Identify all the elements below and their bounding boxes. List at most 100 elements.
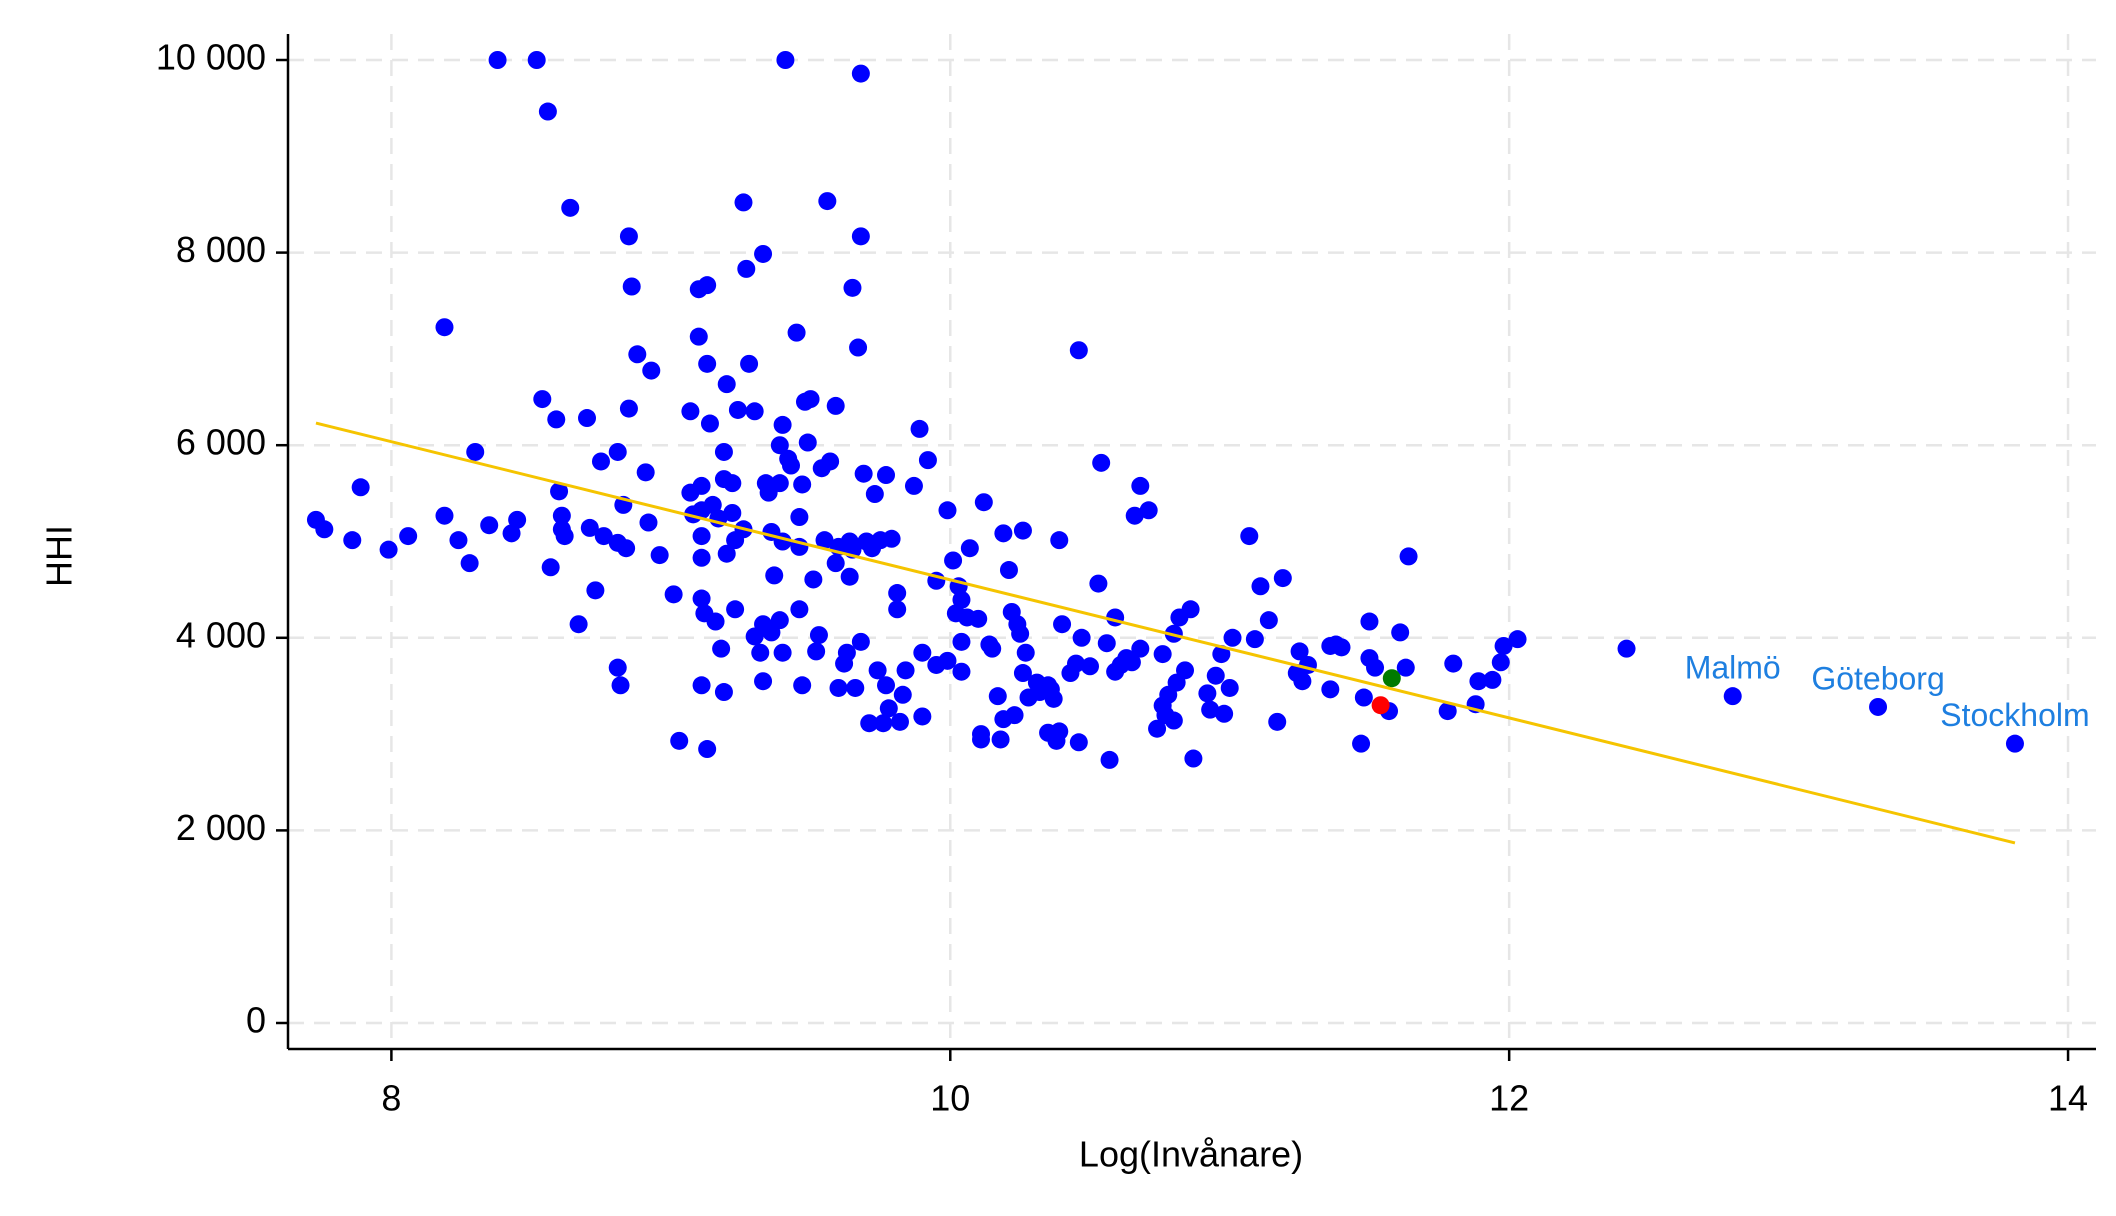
point: [793, 475, 812, 494]
point: [974, 493, 993, 512]
point: [868, 661, 887, 680]
point: [952, 632, 971, 651]
point: [449, 531, 468, 550]
point: [1321, 680, 1340, 699]
point: [851, 632, 870, 651]
point: [972, 730, 991, 749]
point: [888, 600, 907, 619]
point: [818, 192, 837, 211]
point: [745, 402, 764, 421]
point: [670, 731, 689, 750]
point: [619, 399, 638, 418]
point: [622, 277, 641, 296]
point: [343, 531, 362, 550]
point: [938, 501, 957, 520]
point: [1268, 712, 1287, 731]
point: [913, 643, 932, 662]
point: [1617, 639, 1636, 658]
point: [650, 546, 669, 565]
point: [770, 474, 789, 493]
point: [541, 558, 560, 577]
point: [1053, 615, 1072, 634]
point: [751, 643, 770, 662]
point: [547, 410, 566, 429]
point: [639, 513, 658, 532]
point: [734, 193, 753, 212]
point: [1371, 696, 1390, 715]
point: [1013, 521, 1032, 540]
point: [1251, 577, 1270, 596]
point: [1122, 653, 1141, 672]
point: [550, 482, 569, 501]
point: [1153, 645, 1172, 664]
point: [1354, 688, 1373, 707]
point: [533, 390, 552, 409]
point: [689, 327, 708, 346]
point: [879, 699, 898, 718]
point: [877, 466, 896, 485]
point: [1366, 658, 1385, 677]
point: [594, 527, 613, 546]
point: [726, 600, 745, 619]
point: [379, 540, 398, 559]
point: [952, 590, 971, 609]
x-axis-label: Log(Invånare): [1079, 1134, 1303, 1175]
point: [1290, 642, 1309, 661]
point: [790, 600, 809, 619]
point: [714, 442, 733, 461]
point: [591, 452, 610, 471]
point-label: Stockholm: [1940, 697, 2089, 733]
point: [865, 485, 884, 504]
point: [608, 442, 627, 461]
point: [435, 318, 454, 337]
point: [969, 609, 988, 628]
point: [860, 714, 879, 733]
x-tick-label: 10: [930, 1078, 970, 1119]
point: [1508, 630, 1527, 649]
point: [815, 531, 834, 550]
point: [1131, 639, 1150, 658]
point: [502, 524, 521, 543]
point: [351, 478, 370, 497]
point: [1240, 527, 1259, 546]
point: [854, 464, 873, 483]
point: [809, 626, 828, 645]
point: [849, 338, 868, 357]
point: [1097, 634, 1116, 653]
point: [890, 712, 909, 731]
point: [1391, 623, 1410, 642]
point: [1483, 670, 1502, 689]
point: [1131, 476, 1150, 495]
point: [1181, 600, 1200, 619]
point: [706, 612, 725, 631]
point: [1491, 653, 1510, 672]
point: [692, 589, 711, 608]
point: [717, 544, 736, 563]
point: [569, 615, 588, 634]
y-tick-label: 0: [246, 1000, 266, 1041]
point: [580, 518, 599, 537]
point: [807, 642, 826, 661]
y-axis-label: HHI: [39, 525, 80, 587]
point: [1723, 687, 1742, 706]
point: [1396, 658, 1415, 677]
point: [1494, 636, 1513, 655]
point: [703, 495, 722, 514]
point: [714, 683, 733, 702]
point: [480, 516, 499, 535]
point: [918, 451, 937, 470]
point: [692, 527, 711, 546]
point: [1005, 706, 1024, 725]
point: [692, 476, 711, 495]
point: [466, 442, 485, 461]
point: [1444, 654, 1463, 673]
point: [1013, 664, 1032, 683]
point: [983, 639, 1002, 658]
point: [527, 51, 546, 70]
point: [874, 714, 893, 733]
point: [837, 643, 856, 662]
point: [552, 506, 571, 525]
point: [1148, 719, 1167, 738]
